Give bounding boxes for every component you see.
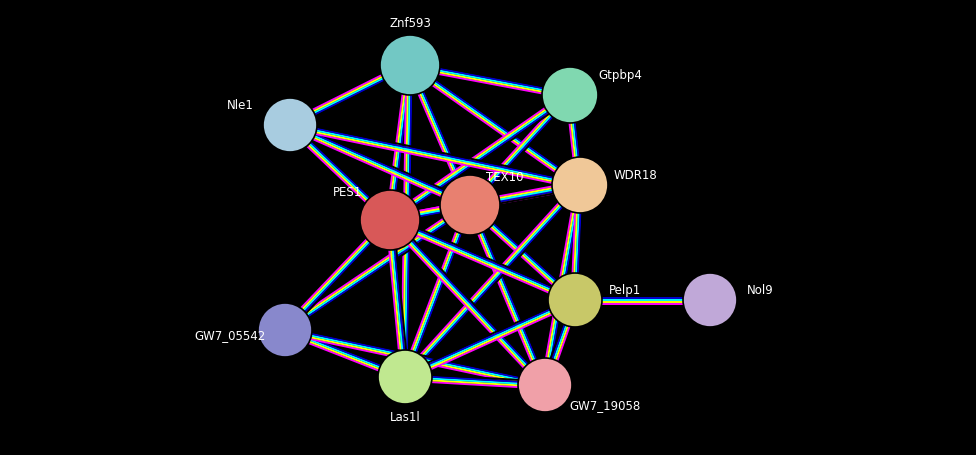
Circle shape — [258, 303, 312, 357]
Text: Nle1: Nle1 — [226, 99, 254, 112]
Circle shape — [440, 176, 500, 236]
Circle shape — [380, 36, 440, 96]
Circle shape — [378, 350, 432, 404]
Circle shape — [263, 99, 317, 153]
Text: PES1: PES1 — [334, 186, 363, 199]
Circle shape — [548, 273, 602, 327]
Circle shape — [552, 157, 608, 213]
Circle shape — [683, 273, 737, 327]
Text: WDR18: WDR18 — [613, 169, 657, 182]
Text: Las1l: Las1l — [389, 410, 421, 424]
Text: Gtpbp4: Gtpbp4 — [598, 69, 642, 82]
Circle shape — [360, 191, 420, 250]
Text: TEX10: TEX10 — [486, 171, 524, 184]
Text: GW7_19058: GW7_19058 — [569, 399, 640, 412]
Text: Pelp1: Pelp1 — [609, 284, 641, 297]
Text: Nol9: Nol9 — [747, 284, 773, 297]
Text: Znf593: Znf593 — [389, 17, 431, 30]
Circle shape — [518, 358, 572, 412]
Text: GW7_05542: GW7_05542 — [194, 329, 265, 342]
Circle shape — [542, 68, 598, 124]
